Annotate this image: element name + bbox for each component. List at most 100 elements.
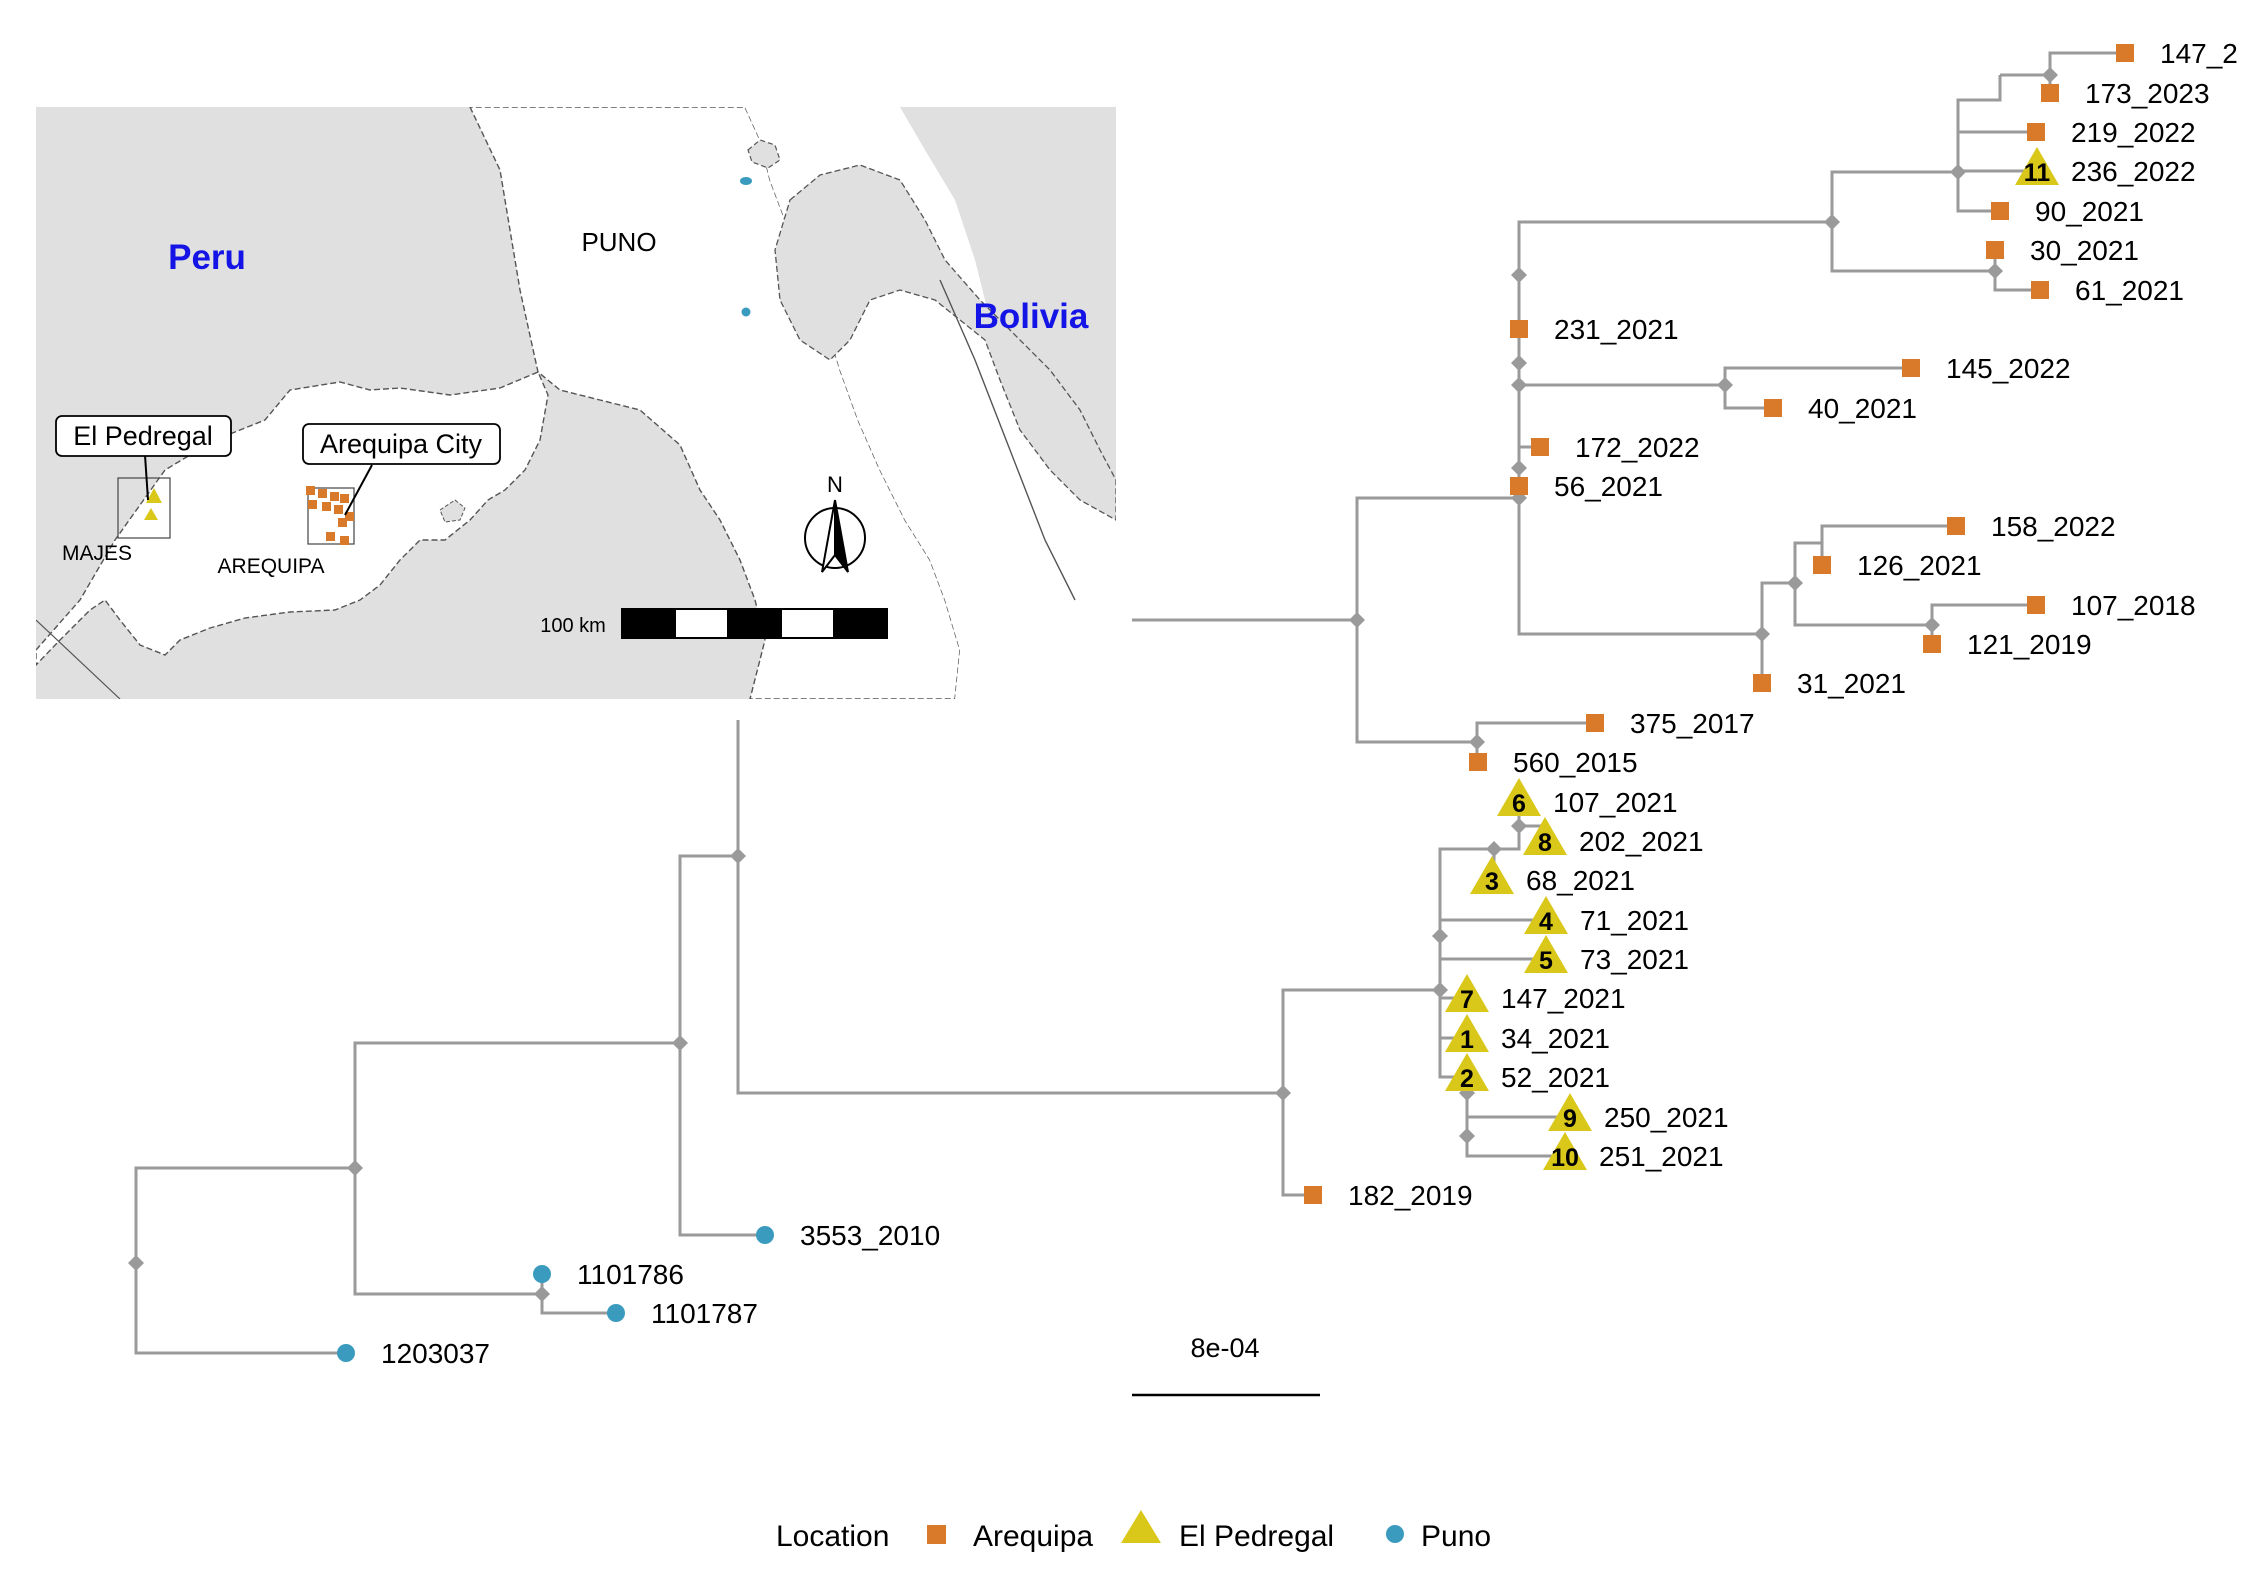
tip-label: 1101787: [651, 1298, 758, 1329]
internal-node-diamond: [1459, 1128, 1475, 1144]
internal-node-diamond: [128, 1255, 144, 1271]
tree-tip: 3 68_2021: [1470, 856, 1635, 896]
tip-triangle-marker: [1523, 817, 1567, 855]
tip-label: 3553_2010: [800, 1220, 940, 1251]
tree-branch: [1793, 541, 1824, 583]
tree-tip: 9 250_2021: [1548, 1093, 1729, 1133]
tree-branch: [1355, 620, 1477, 744]
tree-tip: 11 236_2022: [2015, 147, 2196, 187]
tip-label: 560_2015: [1513, 747, 1638, 778]
tip-badge-number: 1: [1460, 1026, 1474, 1054]
internal-node-diamond: [1987, 263, 2003, 279]
tip-badge-number: 5: [1539, 947, 1553, 975]
tip-label: 219_2022: [2071, 117, 2196, 148]
tip-label: 172_2022: [1575, 432, 1700, 463]
tree-branch: [678, 854, 738, 1043]
arequipa-city-callout-box: [302, 423, 501, 465]
internal-node-diamond: [1824, 214, 1840, 230]
tip-triangle-marker: [1445, 1014, 1489, 1052]
internal-node-diamond: [534, 1286, 550, 1302]
tree-tip: 8 202_2021: [1523, 817, 1704, 857]
tree-tip: 182_2019: [1304, 1180, 1473, 1211]
tip-label: 173_2023: [2085, 78, 2210, 109]
tree-tip: 1101787: [607, 1298, 758, 1329]
internal-node-diamond: [1469, 734, 1485, 750]
legend-title: Location: [776, 1520, 889, 1553]
tree-tip: 231_2021: [1510, 314, 1679, 345]
tip-label: 40_2021: [1808, 393, 1917, 424]
tip-label: 61_2021: [2075, 275, 2184, 306]
tip-label: 147_2021: [1501, 983, 1626, 1014]
tip-triangle-marker: [1524, 935, 1568, 973]
bolivia-border: [939, 279, 1076, 601]
tip-label: 202_2021: [1579, 826, 1704, 857]
tree-tips: 147_2 173_2023 219_2022 11 236_2022 90_2021 30…: [337, 38, 2238, 1369]
tree-tip: 560_2015: [1469, 747, 1638, 778]
legend-circle-icon: [1386, 1525, 1404, 1543]
tip-label: 52_2021: [1501, 1062, 1610, 1093]
tip-triangle-marker: [1524, 896, 1568, 934]
internal-node-diamond: [1432, 928, 1448, 944]
tip-triangle-marker: [1543, 1132, 1587, 1170]
tip-label: 158_2022: [1991, 511, 2116, 542]
tree-tip: 40_2021: [1764, 393, 1917, 424]
map-pedregal-sample-1: [146, 488, 162, 503]
tree-tip: 375_2017: [1586, 708, 1755, 739]
tree-tip: 56_2021: [1510, 471, 1663, 502]
tree-branch: [1281, 1093, 1313, 1197]
legend-square-icon: [927, 1525, 946, 1544]
tree-internal-nodes: [128, 67, 2058, 1302]
legend-item-arequipa: Arequipa: [973, 1520, 1093, 1553]
tree-tip: 6 107_2021: [1497, 778, 1678, 818]
tip-badge-number: 3: [1485, 868, 1499, 896]
internal-node-diamond: [1787, 575, 1803, 591]
tip-square-marker: [1469, 753, 1487, 771]
internal-node-diamond: [1950, 164, 1966, 180]
tip-triangle-marker: [1445, 974, 1489, 1012]
tip-badge-number: 11: [2024, 159, 2051, 187]
internal-node-diamond: [1511, 818, 1527, 834]
tip-square-marker: [1753, 674, 1771, 692]
tree-branch: [1438, 847, 1494, 936]
tip-triangle-marker: [1470, 856, 1514, 894]
internal-node-diamond: [1275, 1085, 1291, 1101]
tip-label: 145_2022: [1946, 353, 2071, 384]
tree-branch: [1760, 581, 1795, 634]
tip-square-marker: [2027, 596, 2045, 614]
internal-node-diamond: [1486, 841, 1502, 857]
tree-tip: 7 147_2021: [1445, 974, 1626, 1014]
peru-label: Peru: [168, 238, 246, 277]
map-scale-bar: [621, 608, 888, 639]
tree-branch: [736, 856, 1283, 1095]
tree-branch: [2000, 51, 2125, 77]
tip-badge-number: 6: [1512, 790, 1526, 818]
bolivia-label: Bolivia: [974, 297, 1089, 336]
tree-tip: 1101786: [533, 1259, 684, 1290]
tree-branch: [1465, 1093, 1570, 1119]
tip-badge-number: 9: [1563, 1105, 1577, 1133]
tip-label: 31_2021: [1797, 668, 1906, 699]
legend: Location Arequipa El Pedregal Puno: [776, 1510, 1491, 1553]
inset-map: El Pedregal Arequipa City Peru Bolivia P…: [36, 107, 1116, 699]
tip-circle-marker: [607, 1304, 625, 1322]
tip-label: 71_2021: [1580, 905, 1689, 936]
tree-tip: 2 52_2021: [1445, 1053, 1610, 1093]
tip-badge-number: 8: [1538, 829, 1552, 857]
north-label: N: [827, 472, 843, 497]
el-pedregal-leader: [144, 454, 149, 501]
tree-tip: 121_2019: [1923, 629, 2092, 660]
tree-tip: 90_2021: [1991, 196, 2144, 227]
tip-triangle-marker: [2015, 147, 2059, 185]
tree-branch: [1475, 721, 1595, 742]
arequipa-city-leader: [344, 464, 373, 516]
bolivia-landmass: [774, 164, 1116, 521]
tip-square-marker: [2027, 123, 2045, 141]
tip-label: 126_2021: [1857, 550, 1982, 581]
tree-branch: [1793, 583, 1932, 627]
internal-node-diamond: [1754, 626, 1770, 642]
map-puno-sample-1: [740, 177, 752, 185]
internal-node-diamond: [1511, 355, 1527, 371]
legend-item-puno: Puno: [1421, 1520, 1491, 1553]
tree-tip: 3553_2010: [756, 1220, 940, 1251]
